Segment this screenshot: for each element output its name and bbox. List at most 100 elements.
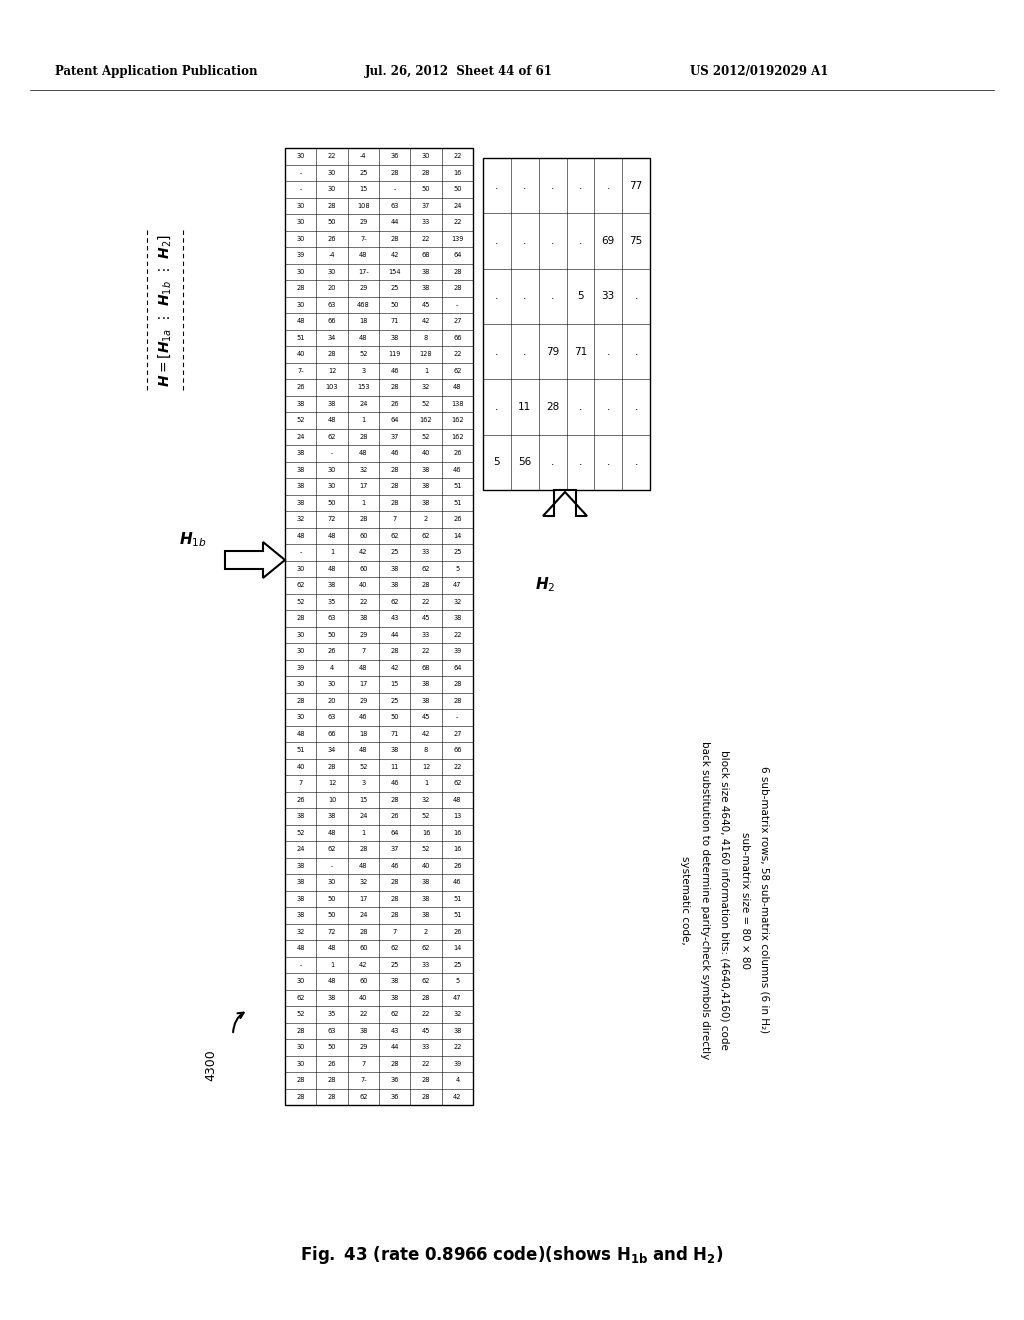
Text: 50: 50 xyxy=(453,186,462,193)
Text: 162: 162 xyxy=(451,417,464,424)
Text: 38: 38 xyxy=(297,467,305,473)
Text: 62: 62 xyxy=(422,978,430,985)
Text: 52: 52 xyxy=(296,1011,305,1018)
Text: $\boldsymbol{H}=[\boldsymbol{H}_{1a}\ \vdots\ \boldsymbol{H}_{1b}\ \vdots\ \bold: $\boldsymbol{H}=[\boldsymbol{H}_{1a}\ \v… xyxy=(157,234,173,387)
Text: 25: 25 xyxy=(390,698,399,704)
Text: 52: 52 xyxy=(359,351,368,358)
Text: 30: 30 xyxy=(297,1061,305,1067)
Text: .: . xyxy=(523,347,526,356)
Text: 64: 64 xyxy=(390,830,399,836)
Text: 39: 39 xyxy=(454,1061,462,1067)
Text: 38: 38 xyxy=(328,582,336,589)
Text: 28: 28 xyxy=(390,648,399,655)
Text: $\boldsymbol{H}_{1b}$: $\boldsymbol{H}_{1b}$ xyxy=(179,531,207,549)
Text: 24: 24 xyxy=(296,846,305,853)
Text: 30: 30 xyxy=(297,203,305,209)
Text: 66: 66 xyxy=(453,747,462,754)
Text: 79: 79 xyxy=(546,347,559,356)
Text: -4: -4 xyxy=(360,153,367,160)
Text: 48: 48 xyxy=(296,533,305,539)
Text: 24: 24 xyxy=(359,813,368,820)
Text: -: - xyxy=(331,450,333,457)
Text: 29: 29 xyxy=(359,698,368,704)
Text: 38: 38 xyxy=(297,879,305,886)
Text: 15: 15 xyxy=(359,797,368,803)
Text: 48: 48 xyxy=(328,830,336,836)
Text: 62: 62 xyxy=(453,368,462,374)
Text: 32: 32 xyxy=(422,384,430,391)
Text: 8: 8 xyxy=(424,747,428,754)
Text: 22: 22 xyxy=(422,1011,430,1018)
Text: 26: 26 xyxy=(453,450,462,457)
Text: 26: 26 xyxy=(328,1061,336,1067)
Text: 24: 24 xyxy=(359,401,368,407)
Text: 22: 22 xyxy=(359,599,368,605)
Text: 1: 1 xyxy=(330,962,334,968)
Text: 48: 48 xyxy=(359,665,368,671)
Text: 68: 68 xyxy=(422,665,430,671)
Text: 25: 25 xyxy=(390,285,399,292)
Text: 62: 62 xyxy=(422,945,430,952)
Text: 48: 48 xyxy=(296,731,305,737)
Text: 51: 51 xyxy=(454,896,462,902)
Text: 30: 30 xyxy=(328,681,336,688)
Text: 62: 62 xyxy=(453,780,462,787)
Text: Jul. 26, 2012  Sheet 44 of 61: Jul. 26, 2012 Sheet 44 of 61 xyxy=(365,66,553,78)
Text: 17: 17 xyxy=(359,681,368,688)
Text: 16: 16 xyxy=(454,846,462,853)
Text: 42: 42 xyxy=(422,318,430,325)
Text: 12: 12 xyxy=(328,368,336,374)
Text: 22: 22 xyxy=(359,1011,368,1018)
Text: 50: 50 xyxy=(328,1044,336,1051)
Text: 32: 32 xyxy=(454,599,462,605)
Text: 26: 26 xyxy=(453,863,462,869)
Text: 62: 62 xyxy=(390,533,399,539)
Text: 32: 32 xyxy=(297,929,305,935)
Text: 5: 5 xyxy=(494,457,501,467)
Text: -: - xyxy=(299,549,302,556)
Text: 30: 30 xyxy=(328,269,336,275)
Text: 36: 36 xyxy=(390,1077,399,1084)
Text: $\boldsymbol{H}_{2}$: $\boldsymbol{H}_{2}$ xyxy=(535,576,555,594)
Text: Patent Application Publication: Patent Application Publication xyxy=(55,66,257,78)
Text: 28: 28 xyxy=(390,483,399,490)
Text: 28: 28 xyxy=(390,1061,399,1067)
Text: 7-: 7- xyxy=(297,368,304,374)
Text: 25: 25 xyxy=(453,549,462,556)
Text: 63: 63 xyxy=(328,1028,336,1034)
Text: 30: 30 xyxy=(328,186,336,193)
Text: 38: 38 xyxy=(297,813,305,820)
Text: 34: 34 xyxy=(328,747,336,754)
Text: 51: 51 xyxy=(454,483,462,490)
Text: 42: 42 xyxy=(390,665,399,671)
Text: .: . xyxy=(523,292,526,301)
Text: .: . xyxy=(523,181,526,190)
Text: 38: 38 xyxy=(422,269,430,275)
Text: 38: 38 xyxy=(297,401,305,407)
Text: 48: 48 xyxy=(328,945,336,952)
Text: 22: 22 xyxy=(453,764,462,770)
Text: 60: 60 xyxy=(359,945,368,952)
Text: 28: 28 xyxy=(328,351,336,358)
Text: 42: 42 xyxy=(359,962,368,968)
Text: 28: 28 xyxy=(296,1094,305,1100)
Text: 30: 30 xyxy=(297,269,305,275)
Text: 64: 64 xyxy=(453,665,462,671)
Text: 1: 1 xyxy=(361,500,366,506)
Text: 69: 69 xyxy=(602,236,614,246)
Text: .: . xyxy=(579,181,582,190)
Text: 38: 38 xyxy=(390,747,399,754)
Text: 138: 138 xyxy=(452,401,464,407)
Text: 38: 38 xyxy=(390,566,399,572)
Text: 38: 38 xyxy=(359,615,368,622)
Text: 27: 27 xyxy=(453,318,462,325)
Text: 50: 50 xyxy=(328,500,336,506)
Text: 1: 1 xyxy=(424,780,428,787)
Text: 50: 50 xyxy=(390,714,399,721)
Text: 28: 28 xyxy=(328,764,336,770)
Text: 29: 29 xyxy=(359,285,368,292)
Polygon shape xyxy=(543,490,587,516)
Text: 33: 33 xyxy=(422,632,430,638)
Text: 4300: 4300 xyxy=(205,1049,217,1081)
Text: 38: 38 xyxy=(297,500,305,506)
